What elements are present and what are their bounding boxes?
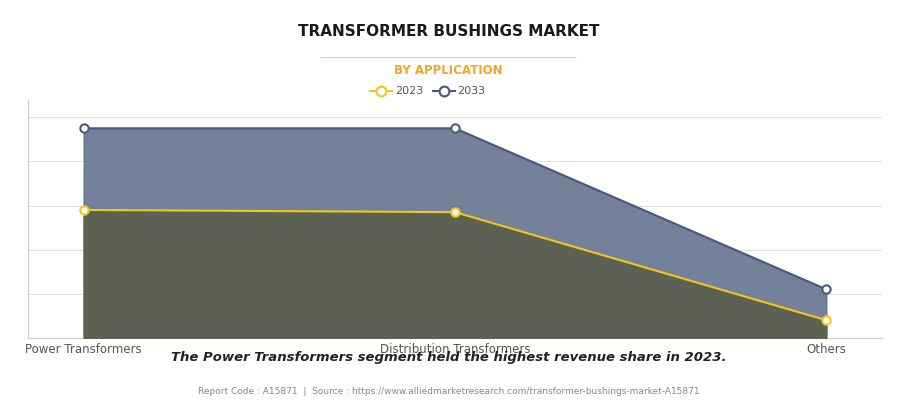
- Text: 2023: 2023: [395, 86, 422, 96]
- Text: ──────────────────────────────────────: ──────────────────────────────────────: [320, 52, 577, 62]
- Text: Report Code : A15871  |  Source : https://www.alliedmarketresearch.com/transform: Report Code : A15871 | Source : https://…: [197, 387, 700, 396]
- Text: TRANSFORMER BUSHINGS MARKET: TRANSFORMER BUSHINGS MARKET: [298, 24, 599, 39]
- Text: 2033: 2033: [457, 86, 485, 96]
- Text: BY APPLICATION: BY APPLICATION: [394, 64, 503, 77]
- Text: The Power Transformers segment held the highest revenue share in 2023.: The Power Transformers segment held the …: [170, 351, 727, 364]
